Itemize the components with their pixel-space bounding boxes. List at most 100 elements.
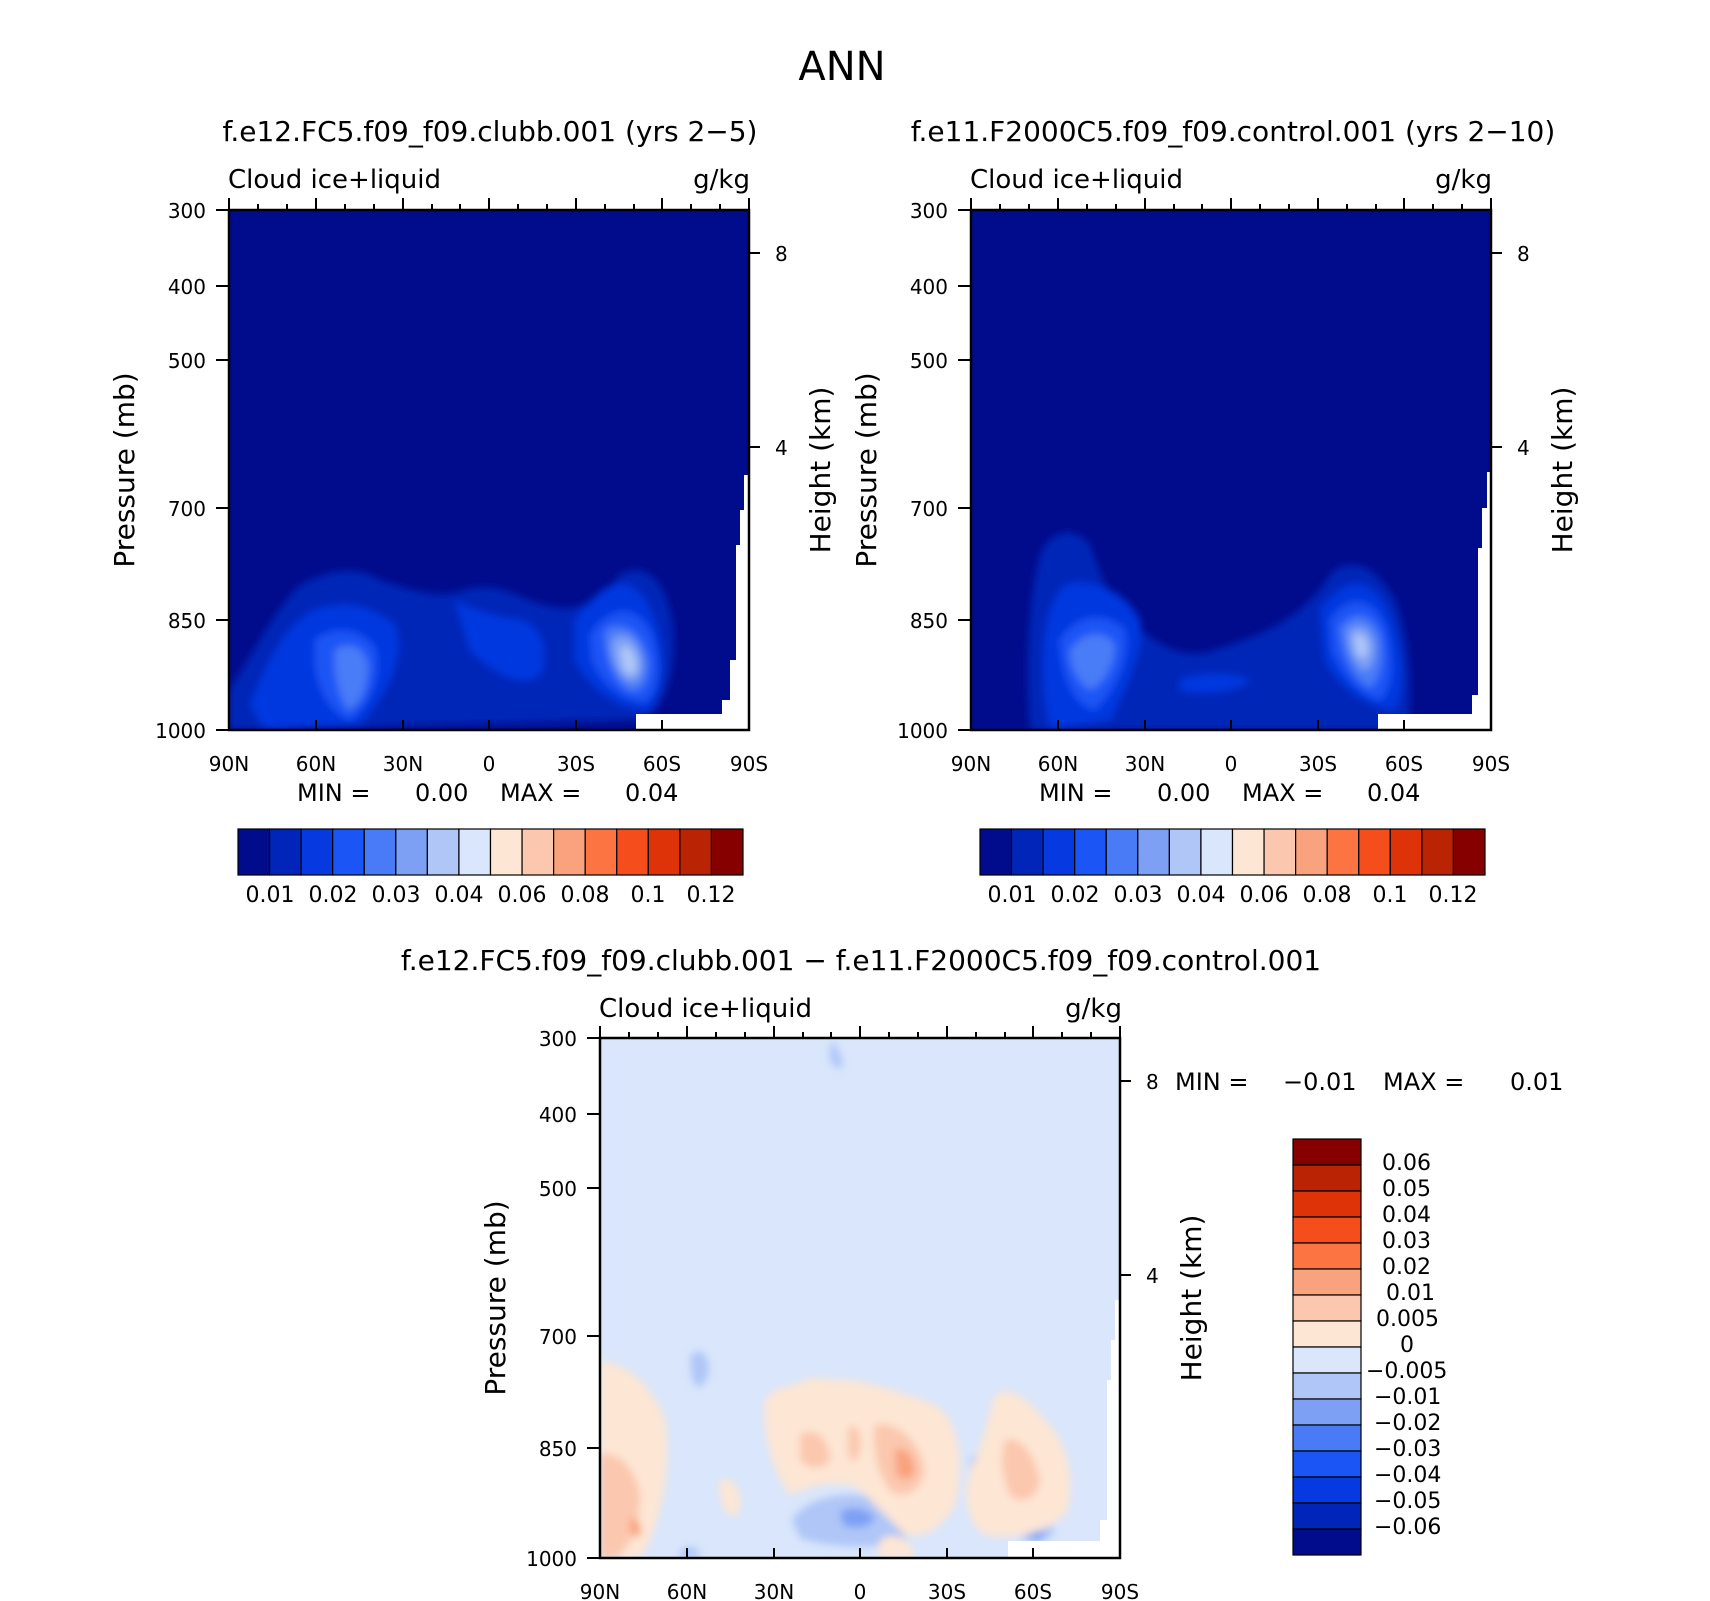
- y-tick-label: 850: [910, 609, 948, 633]
- page-title: ANN: [798, 44, 885, 90]
- x-tick-label: 90N: [580, 1580, 620, 1601]
- min-label: MIN =: [1175, 1068, 1248, 1096]
- colorbar-swatch: [1042, 828, 1076, 876]
- height-tick-label: 4: [1517, 436, 1530, 460]
- colorbar-swatch: [521, 828, 555, 876]
- below-ground-mask: [636, 475, 749, 730]
- y-tick-label: 300: [539, 1027, 577, 1051]
- colorbar-swatch: [1326, 828, 1360, 876]
- x-tick-label: 90S: [1101, 1580, 1139, 1601]
- x-tick-label: 0: [854, 1580, 867, 1601]
- height-tick-label: 4: [1146, 1264, 1159, 1288]
- colorbar: [1292, 1138, 1362, 1556]
- x-tick-label: 30N: [383, 752, 423, 776]
- y-right-tick-labels: 8 4: [1146, 1070, 1159, 1288]
- colorbar-label: 0.04: [1382, 1203, 1431, 1228]
- colorbar-swatch: [489, 828, 523, 876]
- panel-difference: f.e12.FC5.f09_f09.clubb.001 − f.e11.F200…: [401, 944, 1564, 1601]
- colorbar-label: −0.005: [1366, 1359, 1447, 1384]
- colorbar-swatch: [426, 828, 460, 876]
- colorbar-label: 0.01: [1386, 1281, 1435, 1306]
- y-axis-label: Pressure (mb): [479, 1200, 512, 1395]
- panel-title: f.e11.F2000C5.f09_f09.control.001 (yrs 2…: [911, 115, 1556, 148]
- contour-band-level-4: [1070, 616, 1382, 690]
- colorbar-swatch: [1292, 1164, 1362, 1192]
- colorbar-label: 0.12: [687, 883, 736, 908]
- x-tick-label: 30S: [928, 1580, 966, 1601]
- y-tick-label: 1000: [155, 719, 206, 743]
- panel-clubb: f.e12.FC5.f09_f09.clubb.001 (yrs 2−5) Cl…: [108, 115, 837, 908]
- contour-field: [971, 210, 1491, 730]
- colorbar-label: 0.06: [1382, 1151, 1431, 1176]
- x-tick-label: 30N: [1125, 752, 1165, 776]
- units-label: g/kg: [1065, 994, 1122, 1024]
- colorbar-label: −0.03: [1374, 1437, 1441, 1462]
- x-tick-label: 60N: [1038, 752, 1078, 776]
- contour-band-positive-mid: [600, 1424, 1040, 1558]
- colorbar-swatch: [1292, 1294, 1362, 1322]
- colorbar-swatch: [1295, 828, 1328, 876]
- colorbar-label: 0.1: [1373, 883, 1408, 908]
- colorbar-label: 0.01: [246, 883, 295, 908]
- min-value: 0.00: [415, 779, 468, 807]
- colorbar-label: −0.02: [1374, 1411, 1441, 1436]
- height-tick-label: 8: [775, 242, 788, 266]
- x-tick-label: 30S: [557, 752, 595, 776]
- colorbar-swatch: [616, 828, 649, 876]
- units-label: g/kg: [1435, 165, 1492, 195]
- colorbar-swatch: [1292, 1346, 1362, 1374]
- colorbar: [237, 828, 744, 876]
- colorbar-swatch: [395, 828, 428, 876]
- y-axis-label: Pressure (mb): [108, 372, 141, 567]
- x-axis-ticks: [970, 198, 1492, 730]
- x-tick-label: 90N: [951, 752, 991, 776]
- colorbar: [979, 828, 1486, 876]
- x-tick-label: 90N: [209, 752, 249, 776]
- below-ground-mask: [1008, 1300, 1120, 1558]
- x-tick-label: 0: [483, 752, 496, 776]
- min-max-readout: MIN = 0.00 MAX = 0.04: [1039, 779, 1420, 807]
- colorbar-swatch: [1200, 828, 1234, 876]
- colorbar-label: −0.06: [1374, 1515, 1441, 1540]
- colorbar-swatch: [1292, 1138, 1362, 1166]
- y-right-axis-label: Height (km): [1175, 1215, 1208, 1382]
- y-axis-ticks: [958, 209, 1502, 731]
- height-tick-label: 4: [775, 436, 788, 460]
- min-label: MIN =: [297, 779, 370, 807]
- y-tick-labels: 300 400 500 700 850 1000: [526, 1027, 577, 1571]
- x-tick-label: 30S: [1299, 752, 1337, 776]
- colorbar-label: 0.03: [1382, 1229, 1431, 1254]
- min-label: MIN =: [1039, 779, 1112, 807]
- colorbar-label: −0.04: [1374, 1463, 1441, 1488]
- colorbar-swatch: [1137, 828, 1170, 876]
- y-tick-label: 850: [539, 1437, 577, 1461]
- colorbar-swatch: [979, 828, 1013, 876]
- y-tick-label: 300: [910, 199, 948, 223]
- colorbar-label: 0.04: [435, 883, 484, 908]
- colorbar-swatch: [1292, 1190, 1362, 1218]
- colorbar-label: −0.01: [1374, 1385, 1441, 1410]
- colorbar-label: 0.005: [1376, 1307, 1439, 1332]
- y-tick-label: 1000: [897, 719, 948, 743]
- x-tick-label: 90S: [730, 752, 768, 776]
- colorbar-label: 0.02: [1382, 1255, 1431, 1280]
- colorbar-swatch: [1292, 1398, 1362, 1426]
- colorbar-label: 0.12: [1429, 883, 1478, 908]
- colorbar-labels: 0.06 0.05 0.04 0.03 0.02 0.01 0.005 0 −0…: [1366, 1151, 1447, 1540]
- colorbar-swatch: [1358, 828, 1391, 876]
- colorbar-swatch: [1389, 828, 1423, 876]
- contour-band-level-6: [620, 646, 637, 675]
- y-axis-ticks: [216, 209, 760, 731]
- y-tick-label: 1000: [526, 1547, 577, 1571]
- colorbar-swatch: [1292, 1424, 1362, 1452]
- y-tick-labels: 300 400 500 700 850 1000: [897, 199, 948, 743]
- y-right-tick-labels: 8 4: [1517, 242, 1530, 460]
- contour-band-positive: [600, 1360, 1071, 1558]
- colorbar-label: −0.05: [1374, 1489, 1441, 1514]
- colorbar-label: 0.06: [1240, 883, 1289, 908]
- y-tick-label: 700: [539, 1325, 577, 1349]
- contour-band-level-6: [1354, 633, 1368, 658]
- colorbar-swatch: [1105, 828, 1139, 876]
- contour-band-level-4: [334, 626, 649, 710]
- y-tick-label: 700: [168, 497, 206, 521]
